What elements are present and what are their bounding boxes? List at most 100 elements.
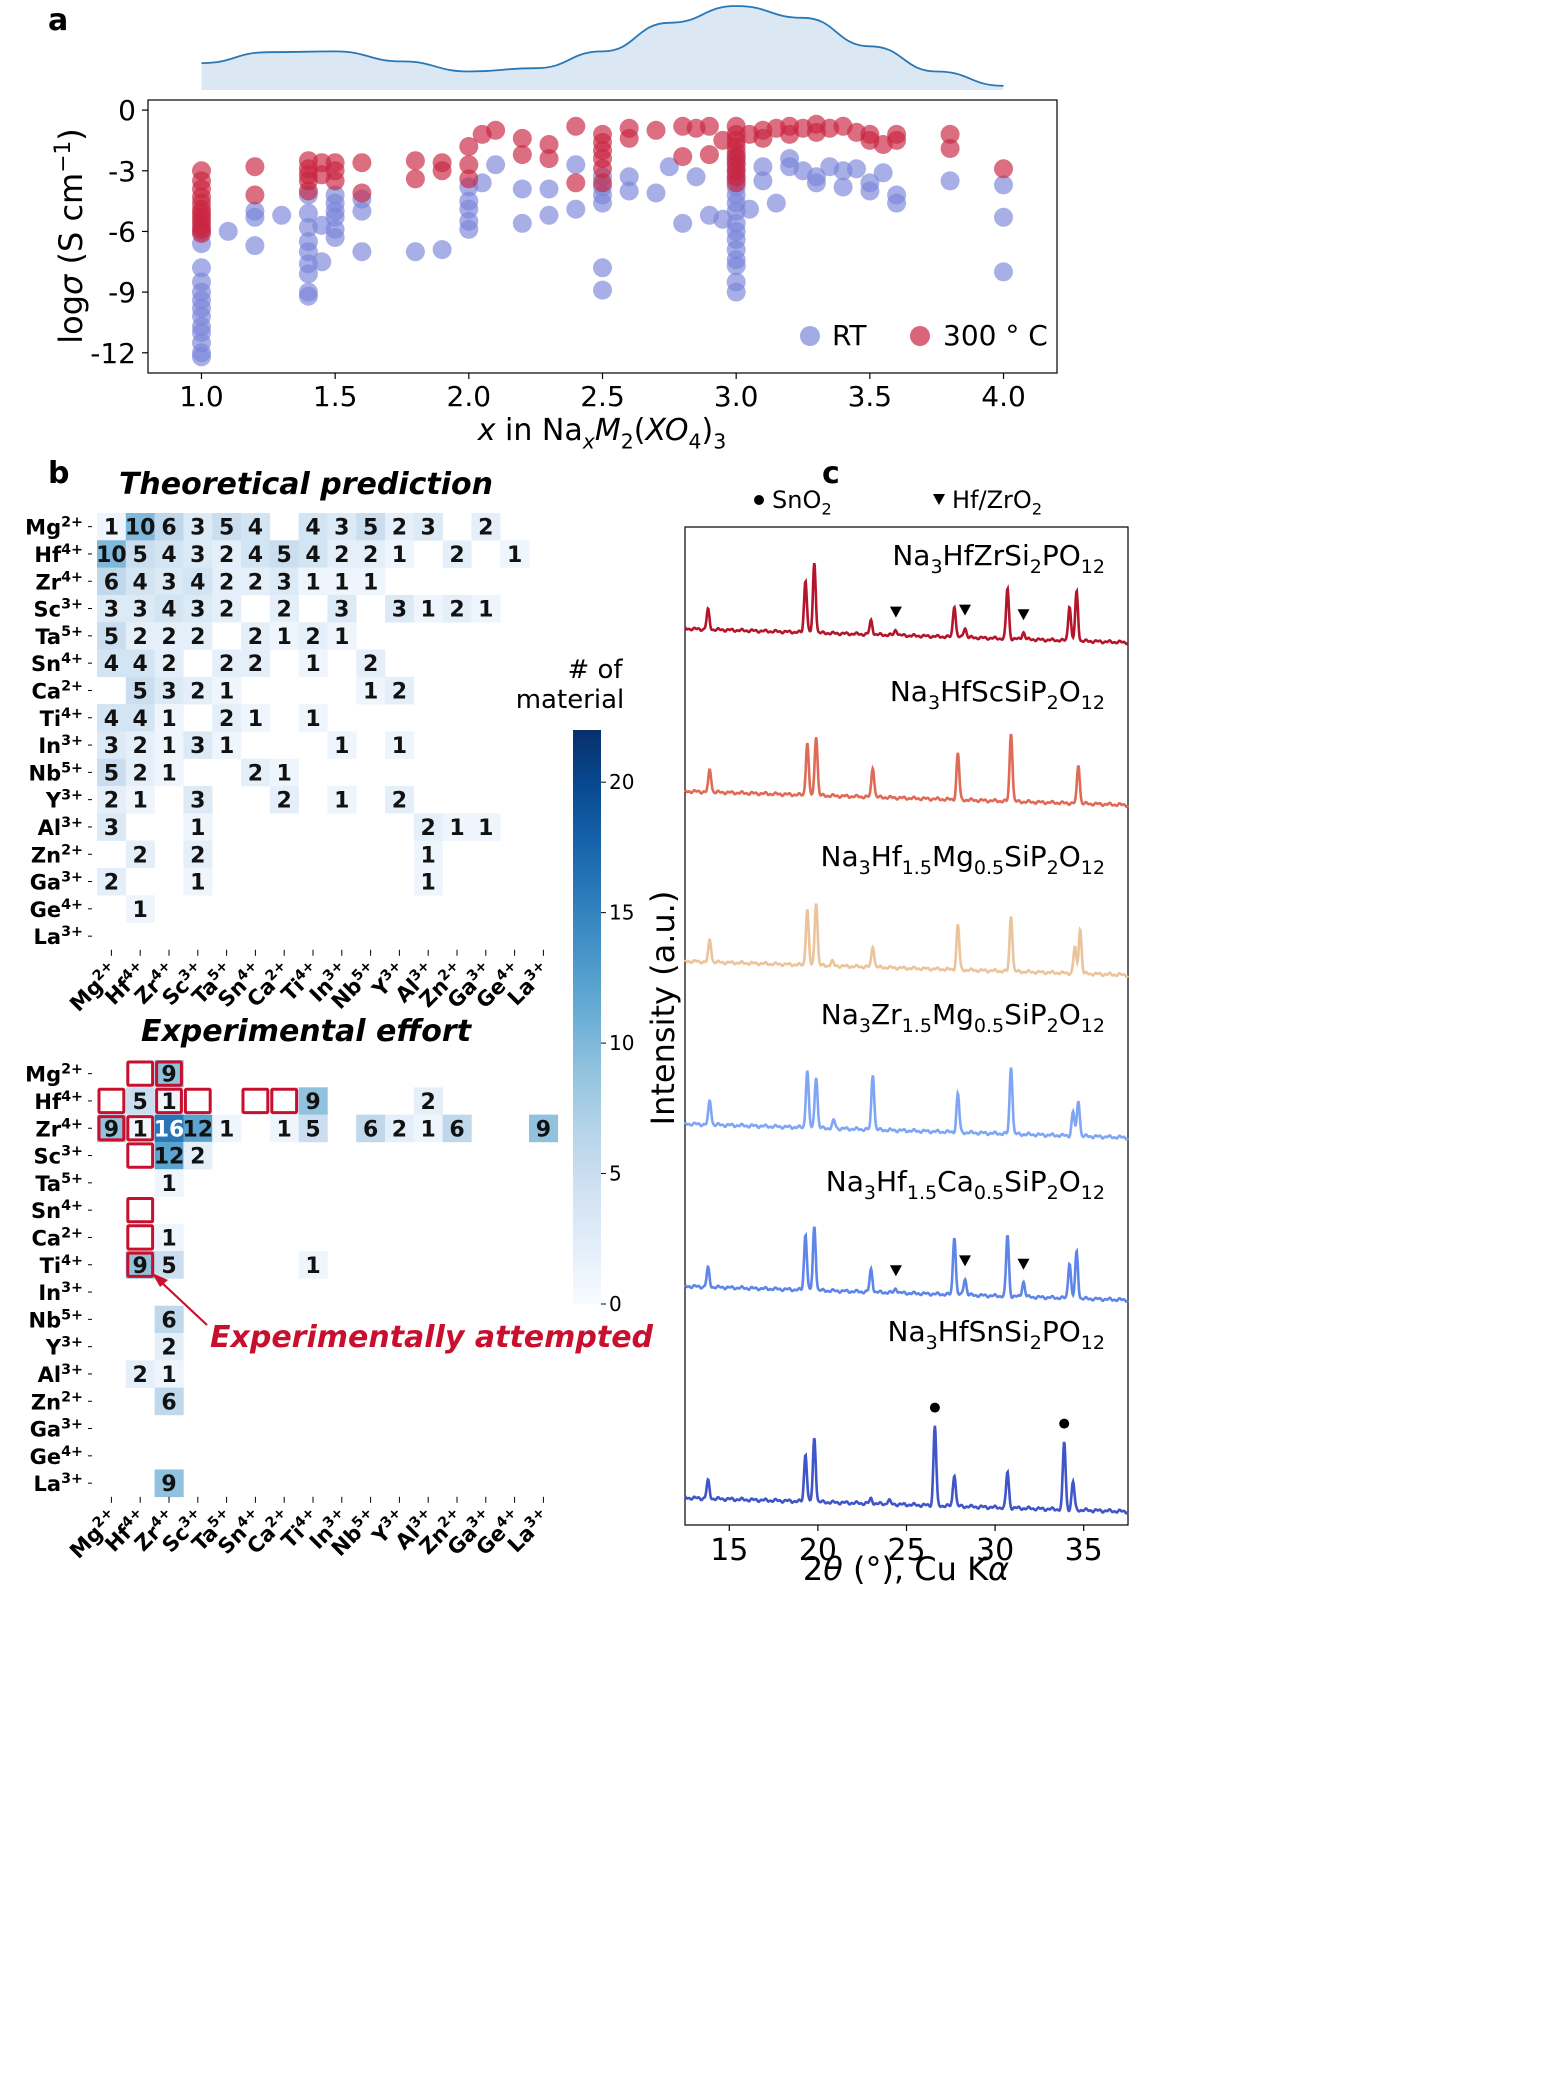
cell-value: 1 <box>449 816 464 841</box>
series-300c <box>192 114 1013 243</box>
cell-value: 1 <box>305 707 320 732</box>
heatmap-cell <box>269 786 299 814</box>
heatmap-cell <box>413 513 443 541</box>
data-point <box>245 185 265 205</box>
marker-hfzro2 <box>889 1265 902 1277</box>
row-label: Hf4+ <box>34 542 83 567</box>
cell-value: 12 <box>182 1117 213 1142</box>
heatmap-cell <box>125 540 155 568</box>
cell-value: 6 <box>363 1117 378 1142</box>
cell-value: 2 <box>449 598 464 623</box>
cell-value: 3 <box>190 543 205 568</box>
cell-value: 1 <box>161 1363 176 1388</box>
cell-value: 4 <box>248 516 263 541</box>
data-point <box>566 173 586 193</box>
cell-value: 2 <box>363 652 378 677</box>
series-label: Na3HfZrSi2PO12 <box>892 539 1105 578</box>
cell-value: 2 <box>190 843 205 868</box>
xrd-series: Na3Hf1.5Mg0.5SiP2O12 <box>684 840 1129 978</box>
heatmap-cell <box>154 1060 184 1088</box>
row-label: Hf4+ <box>34 1089 83 1114</box>
cell-value: 1 <box>363 679 378 704</box>
data-point <box>539 149 559 169</box>
row-label: Y3+ <box>45 1335 83 1360</box>
row-label: Mg2+ <box>25 515 83 540</box>
cell-value: 1 <box>161 1090 176 1115</box>
cell-value: 4 <box>190 570 205 595</box>
heatmap-cell <box>385 1114 415 1143</box>
cell-value: 1 <box>305 570 320 595</box>
y-tick-label: -3 <box>108 155 136 188</box>
heatmap-cell <box>298 649 328 678</box>
heatmap-cell <box>212 731 242 759</box>
data-point <box>833 177 853 197</box>
heatmap-cell <box>356 649 386 678</box>
attempted-box <box>155 1087 183 1115</box>
data-point <box>619 181 639 201</box>
legend-label-rt: RT <box>832 319 867 352</box>
data-point <box>860 181 880 201</box>
y-tick-label: -12 <box>90 337 136 370</box>
data-point <box>512 128 532 148</box>
cell-value: 6 <box>161 1390 176 1415</box>
heatmap-cell <box>471 813 501 841</box>
cell-value: 1 <box>190 816 205 841</box>
data-point <box>325 228 345 247</box>
legend-marker-hfzro2 <box>933 494 945 505</box>
x-tick-label: 3.0 <box>714 380 759 413</box>
colorbar-tick-label: 10 <box>609 1031 634 1055</box>
cell-value: 2 <box>248 761 263 786</box>
heatmap-cell <box>183 676 213 705</box>
cell-value: 1 <box>305 1254 320 1279</box>
marker-hfzro2 <box>959 604 971 616</box>
data-point <box>994 175 1013 195</box>
heatmap-cell <box>125 513 155 541</box>
cell-value: 4 <box>161 543 176 568</box>
heatmap-cell <box>125 649 155 678</box>
data-point <box>325 171 345 191</box>
heatmap-cell <box>125 622 155 650</box>
heatmap-cell <box>442 594 472 623</box>
data-point <box>566 199 586 219</box>
row-label: Ti4+ <box>40 1253 83 1278</box>
series-label: Na3Hf1.5Mg0.5SiP2O12 <box>821 840 1105 879</box>
data-point <box>726 173 746 193</box>
cell-value: 3 <box>161 570 176 595</box>
heatmap-cell <box>183 622 213 650</box>
data-point <box>459 155 479 175</box>
cell-value: 10 <box>125 516 156 541</box>
cell-value: 4 <box>161 598 176 623</box>
cell-value: 1 <box>421 871 436 896</box>
row-label: Ge4+ <box>30 897 83 922</box>
data-point <box>432 161 452 181</box>
heatmap-cell <box>212 513 242 541</box>
cell-value: 3 <box>334 516 349 541</box>
cell-value: 2 <box>277 789 292 814</box>
annotation-text: Experimentally attempted <box>210 1320 654 1355</box>
data-point <box>699 116 719 136</box>
panel-label-b: b <box>48 456 69 491</box>
data-point <box>486 120 506 140</box>
data-point <box>405 169 425 189</box>
marker-hfzro2 <box>959 1255 971 1267</box>
row-label: La3+ <box>34 1471 83 1496</box>
heatmap-cell <box>298 622 328 650</box>
cell-value: 3 <box>104 734 119 759</box>
x-tick-label: 25 <box>887 1533 925 1568</box>
heatmap-cell <box>97 813 127 841</box>
cell-value: 1 <box>334 789 349 814</box>
data-point <box>887 193 907 213</box>
heatmap-cell <box>241 540 271 568</box>
heatmap-cell <box>154 594 184 623</box>
row-label: Al3+ <box>38 815 83 840</box>
cell-value: 2 <box>392 516 407 541</box>
cell-value: 1 <box>161 707 176 732</box>
cell-value: 1 <box>421 843 436 868</box>
series-label: Na3HfScSiP2O12 <box>890 675 1105 714</box>
data-point <box>245 207 265 227</box>
heatmap-cell <box>125 676 155 705</box>
x-tick-label: 2.5 <box>580 380 625 413</box>
cell-value: 2 <box>421 1090 436 1115</box>
row-label: Sn4+ <box>31 651 83 676</box>
row-label: In3+ <box>38 1280 83 1305</box>
